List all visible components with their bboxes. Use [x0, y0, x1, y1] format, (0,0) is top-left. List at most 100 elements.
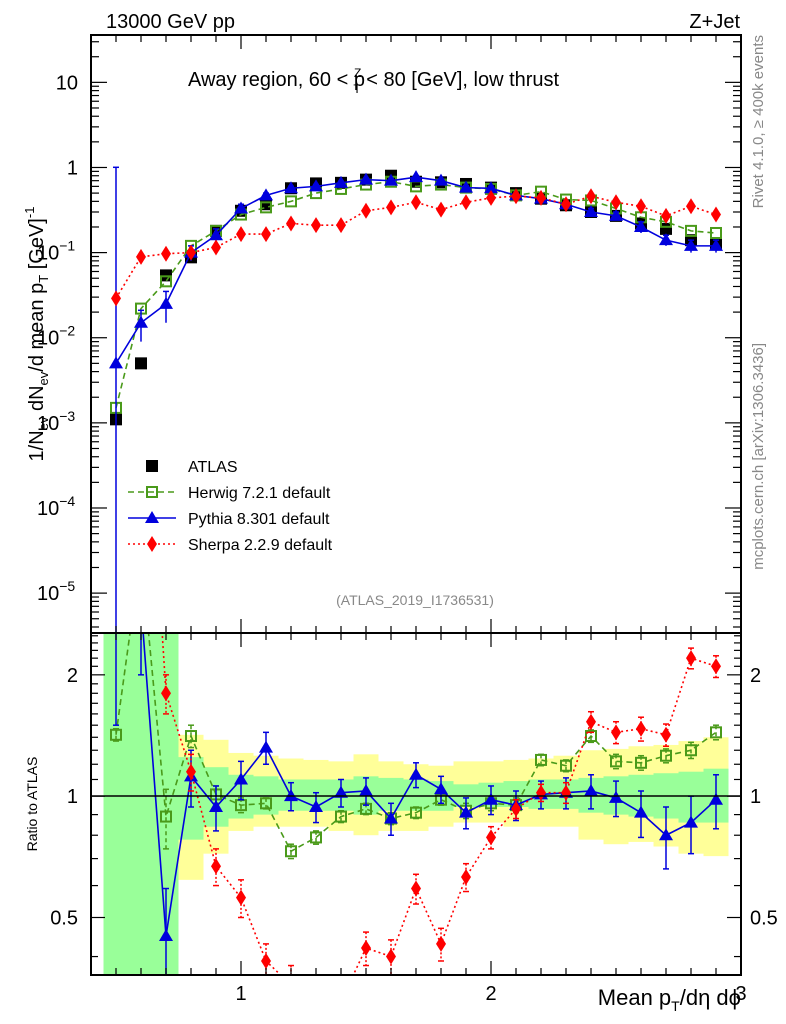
sherpa-point [436, 201, 446, 218]
x-tick-label: 2 [485, 983, 496, 1005]
sherpa-point [336, 217, 346, 234]
pythia-ratio-point [409, 767, 423, 780]
pythia-point [359, 172, 373, 185]
sherpa-point [161, 245, 171, 262]
herwig-ratio-point [185, 730, 197, 743]
header-left-label: 13000 GeV pp [106, 11, 235, 33]
legend-label-pythia: Pythia 8.301 default [188, 511, 330, 528]
sherpa-ratio-point [461, 869, 471, 886]
sherpa-point [136, 248, 146, 265]
x-axis-label: Mean pT/dη dϕ [598, 985, 741, 1014]
sherpa-ratio-point [311, 988, 321, 1004]
sherpa-ratio-point [711, 658, 721, 675]
legend-marker-pythia [145, 511, 159, 523]
x-tick-label: 1 [235, 983, 246, 1005]
pythia-point [109, 356, 123, 369]
pythia-ratio-point [134, 597, 148, 609]
pythia-point [309, 179, 323, 192]
sherpa-point [561, 196, 571, 213]
herwig-ratio-point [110, 728, 122, 741]
herwig-ratio-point [410, 806, 422, 819]
main-y-axis-label: 1/Nev dNev/d mean pT [GeV]-1 [22, 207, 51, 462]
main-y-tick-labels: 10 1 10−1 10−2 10−3 10−4 10−5 [37, 72, 78, 605]
pythia-point [584, 204, 598, 217]
x-tick-labels: 1 2 3 [235, 983, 746, 1005]
herwig-ratio-point [585, 730, 597, 743]
pythia-point [259, 188, 273, 201]
x-tick-label: 3 [735, 983, 746, 1005]
herwig-ratio-point [535, 753, 547, 766]
sherpa-ratio-point [161, 685, 171, 702]
sherpa-point [411, 194, 421, 211]
legend-item-pythia: Pythia 8.301 default [128, 511, 330, 528]
rivet-version-label: Rivet 4.1.0, ≥ 400k events [750, 35, 767, 208]
pythia-ratio-point [684, 815, 698, 828]
legend-label-atlas: ATLAS [188, 459, 238, 476]
sherpa-point [386, 199, 396, 216]
pythia-point [459, 180, 473, 193]
sherpa-point [286, 215, 296, 232]
pythia-ratio-point [309, 799, 323, 812]
pythia-ratio-point [459, 805, 473, 818]
legend-marker-sherpa [147, 536, 157, 552]
pythia-point [684, 238, 698, 251]
pythia-ratio-point [234, 772, 248, 785]
sherpa-ratio-point [436, 935, 446, 952]
legend-label-sherpa: Sherpa 2.2.9 default [188, 537, 333, 554]
sherpa-point [636, 198, 646, 215]
ratio-series-group [110, 597, 723, 1004]
herwig-point [710, 226, 722, 239]
pythia-ratio-point [284, 789, 298, 802]
sherpa-ratio-point [211, 858, 221, 875]
main-y-tick-label: 1 [67, 157, 78, 179]
herwig-line [115, 180, 717, 409]
main-y-tick-label: 10−2 [37, 323, 75, 350]
herwig-ratio-point [660, 749, 672, 762]
sherpa-point [661, 207, 671, 224]
sherpa-point [311, 217, 321, 234]
pythia-ratio-point [334, 785, 348, 798]
herwig-ratio-point [285, 845, 297, 858]
herwig-ratio-point [310, 831, 322, 844]
herwig-point [685, 224, 697, 237]
pythia-point [234, 201, 248, 214]
ratio-y-tick-label-left: 0.5 [50, 907, 78, 929]
pythia-ratio-point [659, 828, 673, 841]
sherpa-ratio-point [361, 940, 371, 957]
sherpa-point [686, 198, 696, 215]
herwig-ratio-point [635, 756, 647, 769]
sherpa-ratio-point [686, 650, 696, 667]
ratio-y-tick-label-right: 1 [750, 786, 761, 808]
sherpa-point [536, 189, 546, 206]
pythia-ratio-point [209, 799, 223, 812]
legend-item-atlas: ATLAS [146, 459, 238, 476]
sherpa-point [511, 188, 521, 205]
sherpa-point [711, 206, 721, 223]
main-y-tick-label: 10−3 [37, 408, 75, 435]
herwig-ratio-point [610, 755, 622, 768]
sherpa-ratio-point [236, 889, 246, 906]
main-y-tick-label: 10−1 [37, 238, 75, 265]
sherpa-ratio-point [611, 724, 621, 741]
ratio-y-tick-labels: 2 2 1 1 0.5 0.5 [50, 665, 778, 930]
main-y-tick-label: 10−4 [37, 493, 75, 520]
legend-label-herwig: Herwig 7.2.1 default [188, 485, 331, 502]
pythia-ratio-point [484, 792, 498, 805]
pythia-point [434, 173, 448, 186]
legend-marker-herwig [146, 486, 158, 498]
legend-item-sherpa: Sherpa 2.2.9 default [128, 536, 333, 554]
pythia-point [484, 181, 498, 194]
herwig-ratio-point [710, 726, 722, 739]
main-y-tick-label: 10 [56, 72, 78, 94]
herwig-ratio-point [335, 810, 347, 823]
pythia-point [659, 233, 673, 246]
legend-item-herwig: Herwig 7.2.1 default [128, 485, 331, 502]
sherpa-ratio-point [186, 763, 196, 780]
sherpa-ratio-point [261, 952, 271, 969]
pythia-ratio-point [359, 783, 373, 796]
green-band-bin [128, 633, 154, 975]
ratio-uncertainty-bands [103, 633, 729, 975]
mcplots-label: mcplots.cern.ch [arXiv:1306.3436] [750, 343, 767, 570]
atlas-point [135, 357, 147, 370]
main-plot-title: Away region, 60 < pZ T < 80 [GeV], low th… [188, 66, 560, 96]
